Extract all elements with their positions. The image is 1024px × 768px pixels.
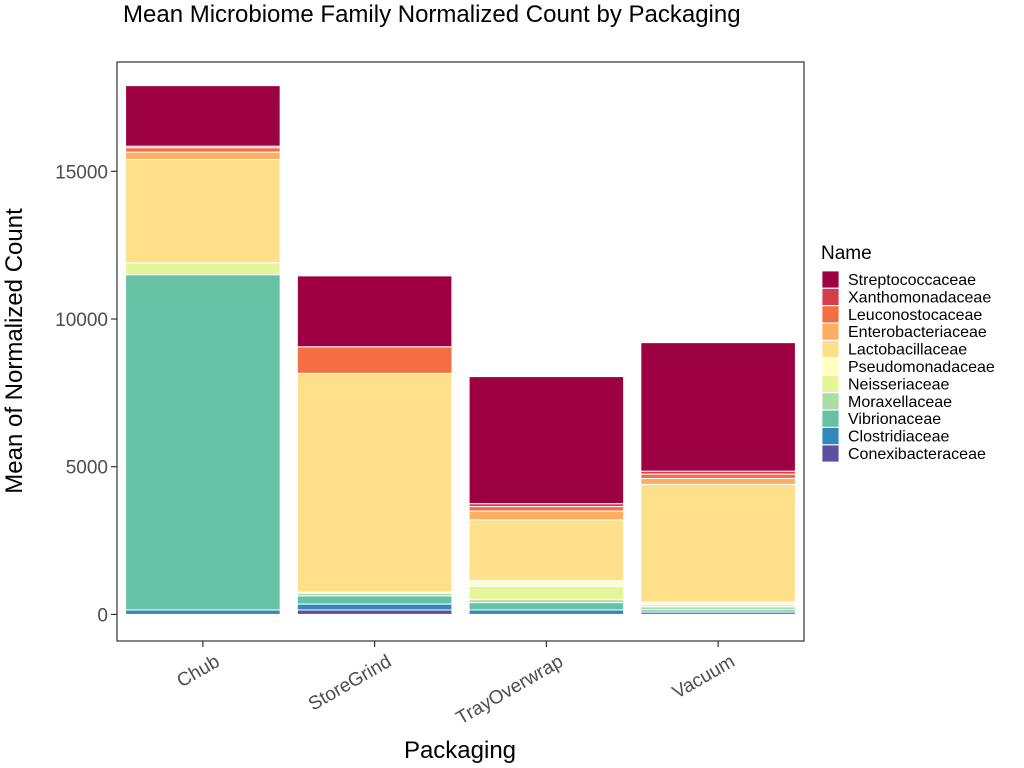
legend-swatch-moraxellaceae xyxy=(821,392,840,411)
legend-label-pseudomonadaceae: Pseudomonadaceae xyxy=(848,359,995,376)
bar-segment-trayoverwrap-lactobacillaceae xyxy=(468,519,625,581)
legend-label-vibrionaceae: Vibrionaceae xyxy=(848,411,941,428)
legend-label-neisseriaceae: Neisseriaceae xyxy=(848,376,949,393)
legend-title: Name xyxy=(821,243,872,264)
bar-segment-trayoverwrap-leuconostocaceae xyxy=(468,506,625,512)
bars-group xyxy=(125,85,796,615)
legend-label-streptococcaceae: Streptococcaceae xyxy=(848,272,976,289)
legend-label-moraxellaceae: Moraxellaceae xyxy=(848,394,952,411)
bar-segment-trayoverwrap-pseudomonadaceae xyxy=(468,579,625,587)
bar-segment-vacuum-leuconostocaceae xyxy=(640,473,796,480)
bar-segment-trayoverwrap-vibrionaceae xyxy=(468,602,625,611)
bar-segment-chub-streptococcaceae xyxy=(125,85,281,147)
legend-label-conexibacteraceae: Conexibacteraceae xyxy=(848,446,986,463)
x-tick-label-chub: Chub xyxy=(174,651,224,692)
bar-segment-trayoverwrap-neisseriaceae xyxy=(468,585,625,601)
legend-label-enterobacteriaceae: Enterobacteriaceae xyxy=(848,324,987,341)
legend-swatch-clostridiaceae xyxy=(821,427,840,446)
y-tick-label-15000: 15000 xyxy=(55,162,108,183)
x-axis-title: Packaging xyxy=(404,737,516,764)
bar-segment-vacuum-streptococcaceae xyxy=(640,342,796,472)
legend-swatch-xanthomonadaceae xyxy=(821,287,840,306)
y-tick-label-0: 0 xyxy=(97,605,108,626)
legend-label-clostridiaceae: Clostridiaceae xyxy=(848,429,949,446)
bar-segment-vacuum-lactobacillaceae xyxy=(640,483,796,603)
x-tick-label-trayoverwrap: TrayOverwrap xyxy=(453,651,567,729)
plot-panel-border xyxy=(116,61,805,642)
bar-segment-storegrind-clostridiaceae xyxy=(296,603,453,611)
legend-swatch-lactobacillaceae xyxy=(821,340,840,359)
y-tick-label-10000: 10000 xyxy=(55,310,108,331)
bar-segment-trayoverwrap-clostridiaceae xyxy=(468,609,625,615)
bar-segment-trayoverwrap-enterobacteriaceae xyxy=(468,510,625,521)
y-tick-label-5000: 5000 xyxy=(66,458,108,479)
bar-segment-chub-leuconostocaceae xyxy=(125,147,281,153)
x-axis: Chub StoreGrind TrayOverwrap Vacuum xyxy=(174,641,739,729)
bar-segment-chub-clostridiaceae xyxy=(125,609,281,615)
legend-swatch-conexibacteraceae xyxy=(821,444,840,463)
bar-segment-storegrind-streptococcaceae xyxy=(296,275,453,348)
legend-swatch-vibrionaceae xyxy=(821,409,840,428)
legend-swatch-streptococcaceae xyxy=(821,270,840,289)
legend-swatch-pseudomonadaceae xyxy=(821,357,840,376)
bar-segment-storegrind-vibrionaceae xyxy=(296,595,453,605)
y-axis-title: Mean of Normalized Count xyxy=(1,208,28,494)
bar-segment-trayoverwrap-streptococcaceae xyxy=(468,376,625,505)
bar-segment-storegrind-leuconostocaceae xyxy=(296,346,453,374)
chart-title: Mean Microbiome Family Normalized Count … xyxy=(123,1,741,28)
bar-segment-chub-vibrionaceae xyxy=(125,274,281,611)
legend: Name StreptococcaceaeXanthomonadaceaeLeu… xyxy=(821,243,995,463)
legend-swatch-enterobacteriaceae xyxy=(821,322,840,341)
legend-label-leuconostocaceae: Leuconostocaceae xyxy=(848,307,982,324)
legend-swatch-neisseriaceae xyxy=(821,374,840,393)
legend-label-xanthomonadaceae: Xanthomonadaceae xyxy=(848,289,991,306)
bar-segment-storegrind-conexibacteraceae xyxy=(296,609,453,615)
legend-swatch-leuconostocaceae xyxy=(821,305,840,324)
legend-label-lactobacillaceae: Lactobacillaceae xyxy=(848,342,967,359)
bar-segment-chub-enterobacteriaceae xyxy=(125,151,281,160)
bar-segment-chub-neisseriaceae xyxy=(125,262,281,276)
x-tick-label-vacuum: Vacuum xyxy=(669,651,739,703)
bar-segment-storegrind-lactobacillaceae xyxy=(296,372,453,593)
x-tick-label-storegrind: StoreGrind xyxy=(305,651,395,715)
bar-segment-chub-lactobacillaceae xyxy=(125,158,281,264)
y-axis: 0 5000 10000 15000 xyxy=(55,162,117,626)
bar-segment-vacuum-enterobacteriaceae xyxy=(640,478,796,485)
